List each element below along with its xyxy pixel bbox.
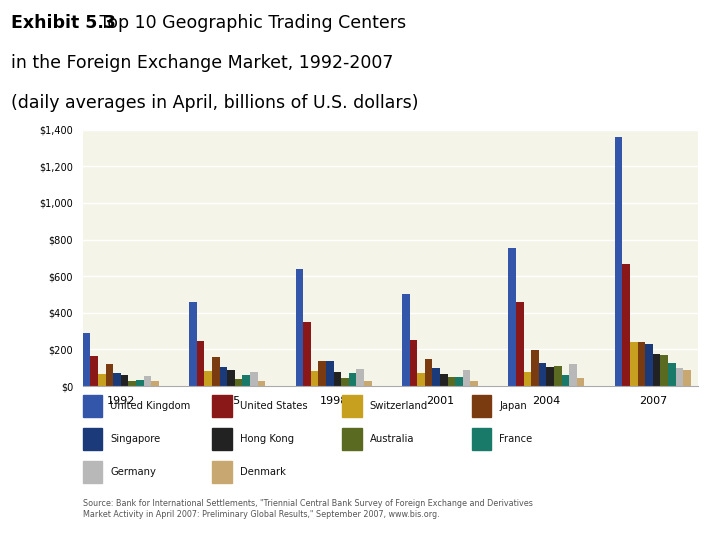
Text: 24: 24	[652, 514, 677, 531]
Bar	[448, 376, 455, 386]
Bar	[668, 363, 675, 386]
Bar	[472, 395, 491, 417]
Bar	[121, 375, 128, 386]
Bar	[472, 428, 491, 450]
Bar	[212, 395, 232, 417]
Bar	[675, 368, 683, 386]
Bar	[433, 368, 440, 386]
Text: Japan: Japan	[499, 401, 527, 411]
Bar	[143, 376, 151, 386]
Bar	[311, 371, 318, 386]
Bar	[250, 372, 258, 386]
Bar	[683, 370, 690, 386]
Bar	[615, 137, 622, 386]
Bar	[98, 374, 106, 386]
Text: Germany: Germany	[110, 467, 156, 477]
Bar	[151, 381, 159, 386]
Text: (daily averages in April, billions of U.S. dollars): (daily averages in April, billions of U.…	[11, 94, 418, 112]
Bar	[645, 344, 653, 386]
Bar	[333, 372, 341, 386]
Bar	[417, 373, 425, 386]
Bar	[364, 381, 372, 386]
Bar	[296, 269, 303, 386]
Text: Source: Bank for International Settlements, "Triennial Central Bank Survey of Fo: Source: Bank for International Settlemen…	[83, 500, 533, 519]
Bar	[660, 355, 668, 386]
Bar	[516, 302, 523, 386]
Bar	[83, 461, 102, 483]
Bar	[638, 342, 645, 386]
Bar	[204, 371, 212, 386]
Bar	[508, 248, 516, 386]
Bar	[653, 354, 660, 386]
Text: Australia: Australia	[369, 434, 414, 444]
Bar	[455, 377, 463, 386]
Bar	[136, 380, 143, 386]
Bar	[546, 367, 554, 386]
Text: Denmark: Denmark	[240, 467, 286, 477]
Bar	[554, 367, 562, 386]
Text: France: France	[499, 434, 532, 444]
Bar	[91, 355, 98, 386]
Text: Hong Kong: Hong Kong	[240, 434, 294, 444]
Bar	[113, 373, 121, 386]
Bar	[342, 395, 361, 417]
Bar	[128, 381, 136, 386]
Text: United States: United States	[240, 401, 307, 411]
Bar	[212, 428, 232, 450]
Bar	[342, 428, 361, 450]
Text: Switzerland: Switzerland	[369, 401, 428, 411]
Bar	[235, 379, 243, 386]
Bar	[539, 363, 546, 386]
Bar	[341, 377, 348, 386]
Text: United Kingdom: United Kingdom	[110, 401, 191, 411]
Bar	[425, 359, 433, 386]
Bar	[318, 361, 326, 386]
Bar	[348, 373, 356, 386]
Bar	[228, 369, 235, 386]
Bar	[243, 375, 250, 386]
Bar	[212, 356, 220, 386]
Bar	[212, 461, 232, 483]
Bar	[523, 372, 531, 386]
Text: Singapore: Singapore	[110, 434, 161, 444]
Bar	[356, 369, 364, 386]
Bar	[410, 340, 417, 386]
Bar	[106, 364, 113, 386]
Bar	[622, 265, 630, 386]
Bar	[577, 379, 585, 386]
Bar	[440, 374, 448, 386]
Bar	[303, 322, 311, 386]
Bar	[258, 381, 265, 386]
Bar	[402, 294, 410, 386]
Bar	[630, 342, 638, 386]
Text: Exhibit 5.3: Exhibit 5.3	[11, 14, 116, 31]
Bar	[83, 333, 91, 386]
Bar	[562, 375, 570, 386]
Bar	[83, 395, 102, 417]
Bar	[197, 341, 204, 386]
Bar	[220, 367, 228, 386]
Text: in the Foreign Exchange Market, 1992-2007: in the Foreign Exchange Market, 1992-200…	[11, 54, 393, 72]
Bar	[463, 370, 470, 386]
Text: Top 10 Geographic Trading Centers: Top 10 Geographic Trading Centers	[94, 14, 406, 31]
Bar	[570, 364, 577, 386]
Bar	[470, 381, 478, 386]
Bar	[326, 361, 333, 386]
Bar	[531, 349, 539, 386]
Bar	[189, 302, 197, 386]
Bar	[83, 428, 102, 450]
